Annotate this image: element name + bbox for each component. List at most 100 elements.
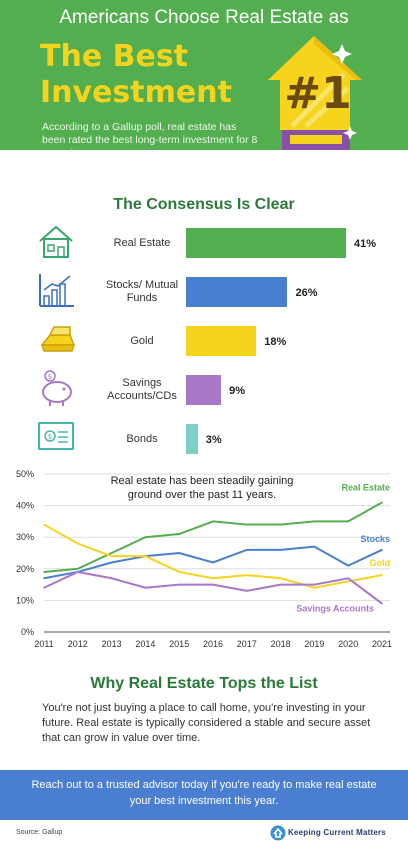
chart-annotation: Real estate has been steadily gaining gr… [110,475,294,501]
hero-headline-line2: Investment [40,75,232,110]
y-tick-label: 30% [16,532,34,542]
x-tick-label: 2017 [237,639,257,649]
x-tick-label: 2013 [102,639,122,649]
data-point [279,523,282,526]
bar-row: Real Estate 41% [0,221,408,270]
hero-headline-line1: The Best [40,39,189,74]
trend-line-chart: 0% 10% 20% 30% 40% 50% 2011 2012 2013 2014 2015 201… [16,469,392,649]
consensus-title: The Consensus Is Clear [113,196,295,213]
data-point [212,561,214,564]
data-point [110,552,113,554]
x-tick-label: 2018 [271,639,291,649]
data-point [178,552,180,554]
data-point [110,555,113,557]
bar-row: $ Savings Accounts/CDs 9% [0,368,408,417]
data-point [110,577,113,580]
data-point [178,583,180,586]
why-description: You're not just buying a place to call h… [42,702,371,744]
why-title: Why Real Estate Tops the List [90,675,318,692]
bar [186,375,222,405]
hero-description: According to a Gallup poll, real estate … [42,121,258,150]
data-point [347,564,350,567]
y-tick-label: 0% [21,627,34,637]
x-tick-label: 2016 [203,639,223,649]
bar [186,424,198,454]
data-point [313,545,316,548]
data-point [347,580,350,583]
bar-value-label: 41% [354,238,377,250]
bar-value-label: 18% [264,336,287,348]
x-tick-label: 2021 [372,639,392,649]
hero-title: Americans Choose Real Estate as [59,7,349,28]
kcm-logo-icon [270,825,286,841]
kcm-logo: Keeping Current Matters [270,824,405,844]
data-point [212,577,214,580]
data-point [246,523,248,526]
svg-text:$: $ [48,373,52,381]
data-point [144,555,147,557]
data-point [212,583,214,586]
data-point [178,533,180,535]
x-tick-label: 2015 [169,639,189,649]
data-point [313,583,316,586]
data-point [347,520,350,523]
stock-chart-icon [39,274,74,307]
series-label: Stocks [360,534,390,544]
series-label: Real Estate [341,482,390,492]
data-point [246,590,248,592]
gold-bars-icon [40,326,76,352]
y-tick-label: 10% [16,595,34,605]
bar-category-label: Gold [130,335,154,347]
data-point [43,577,45,580]
data-point [347,577,350,580]
data-point [313,586,316,589]
bar [186,228,346,258]
bar-category-label: Real Estate [113,237,171,249]
svg-text:$: $ [48,433,52,441]
cta-banner: Reach out to a trusted advisor today if … [0,770,408,820]
bar-row: $ Bonds 3% [0,417,408,466]
data-point [381,549,383,551]
bar-value-label: 3% [205,434,222,446]
bar-value-label: 9% [229,385,246,397]
y-tick-label: 40% [16,501,34,511]
y-tick-label: 50% [16,469,34,479]
hero-banner: Americans Choose Real Estate as The Best… [0,0,408,150]
data-point [381,501,383,504]
data-point [144,536,147,538]
data-point [77,571,79,573]
series-label: Savings Accounts [296,604,374,614]
x-tick-label: 2020 [338,639,358,649]
bar [186,326,257,356]
data-point [279,583,282,586]
data-point [279,549,282,551]
bar-category-label: Stocks/ Mutual Funds [105,279,179,304]
data-point [313,520,316,523]
number-one-badge: #1 [284,68,351,119]
bar-category-label: Savings Accounts/CDs [107,377,177,402]
data-point [381,602,383,605]
data-point [43,571,45,573]
x-tick-label: 2014 [135,639,155,649]
x-tick-label: 2012 [68,639,88,649]
piggy-bank-icon: $ [42,370,72,406]
bond-certificate-icon: $ [38,422,74,450]
number-one-house-icon: #1 [268,36,362,150]
data-point [77,542,79,545]
series-line [43,570,383,605]
bar-row: Stocks/ Mutual Funds 26% [0,270,408,319]
bar-value-label: 26% [295,287,318,299]
data-point [381,574,383,576]
y-tick-label: 20% [16,564,34,574]
data-point [279,577,282,580]
x-tick-label: 2019 [304,639,324,649]
data-point [43,523,45,526]
data-point [246,549,248,551]
data-point [246,574,248,576]
source-note: Source: Gallup [16,829,63,836]
data-point [77,568,79,570]
cta-text: Reach out to a trusted advisor today if … [31,779,377,807]
bar-category-label: Bonds [126,433,158,445]
x-tick-label: 2011 [34,639,53,649]
bar-row: Gold 18% [0,319,408,368]
